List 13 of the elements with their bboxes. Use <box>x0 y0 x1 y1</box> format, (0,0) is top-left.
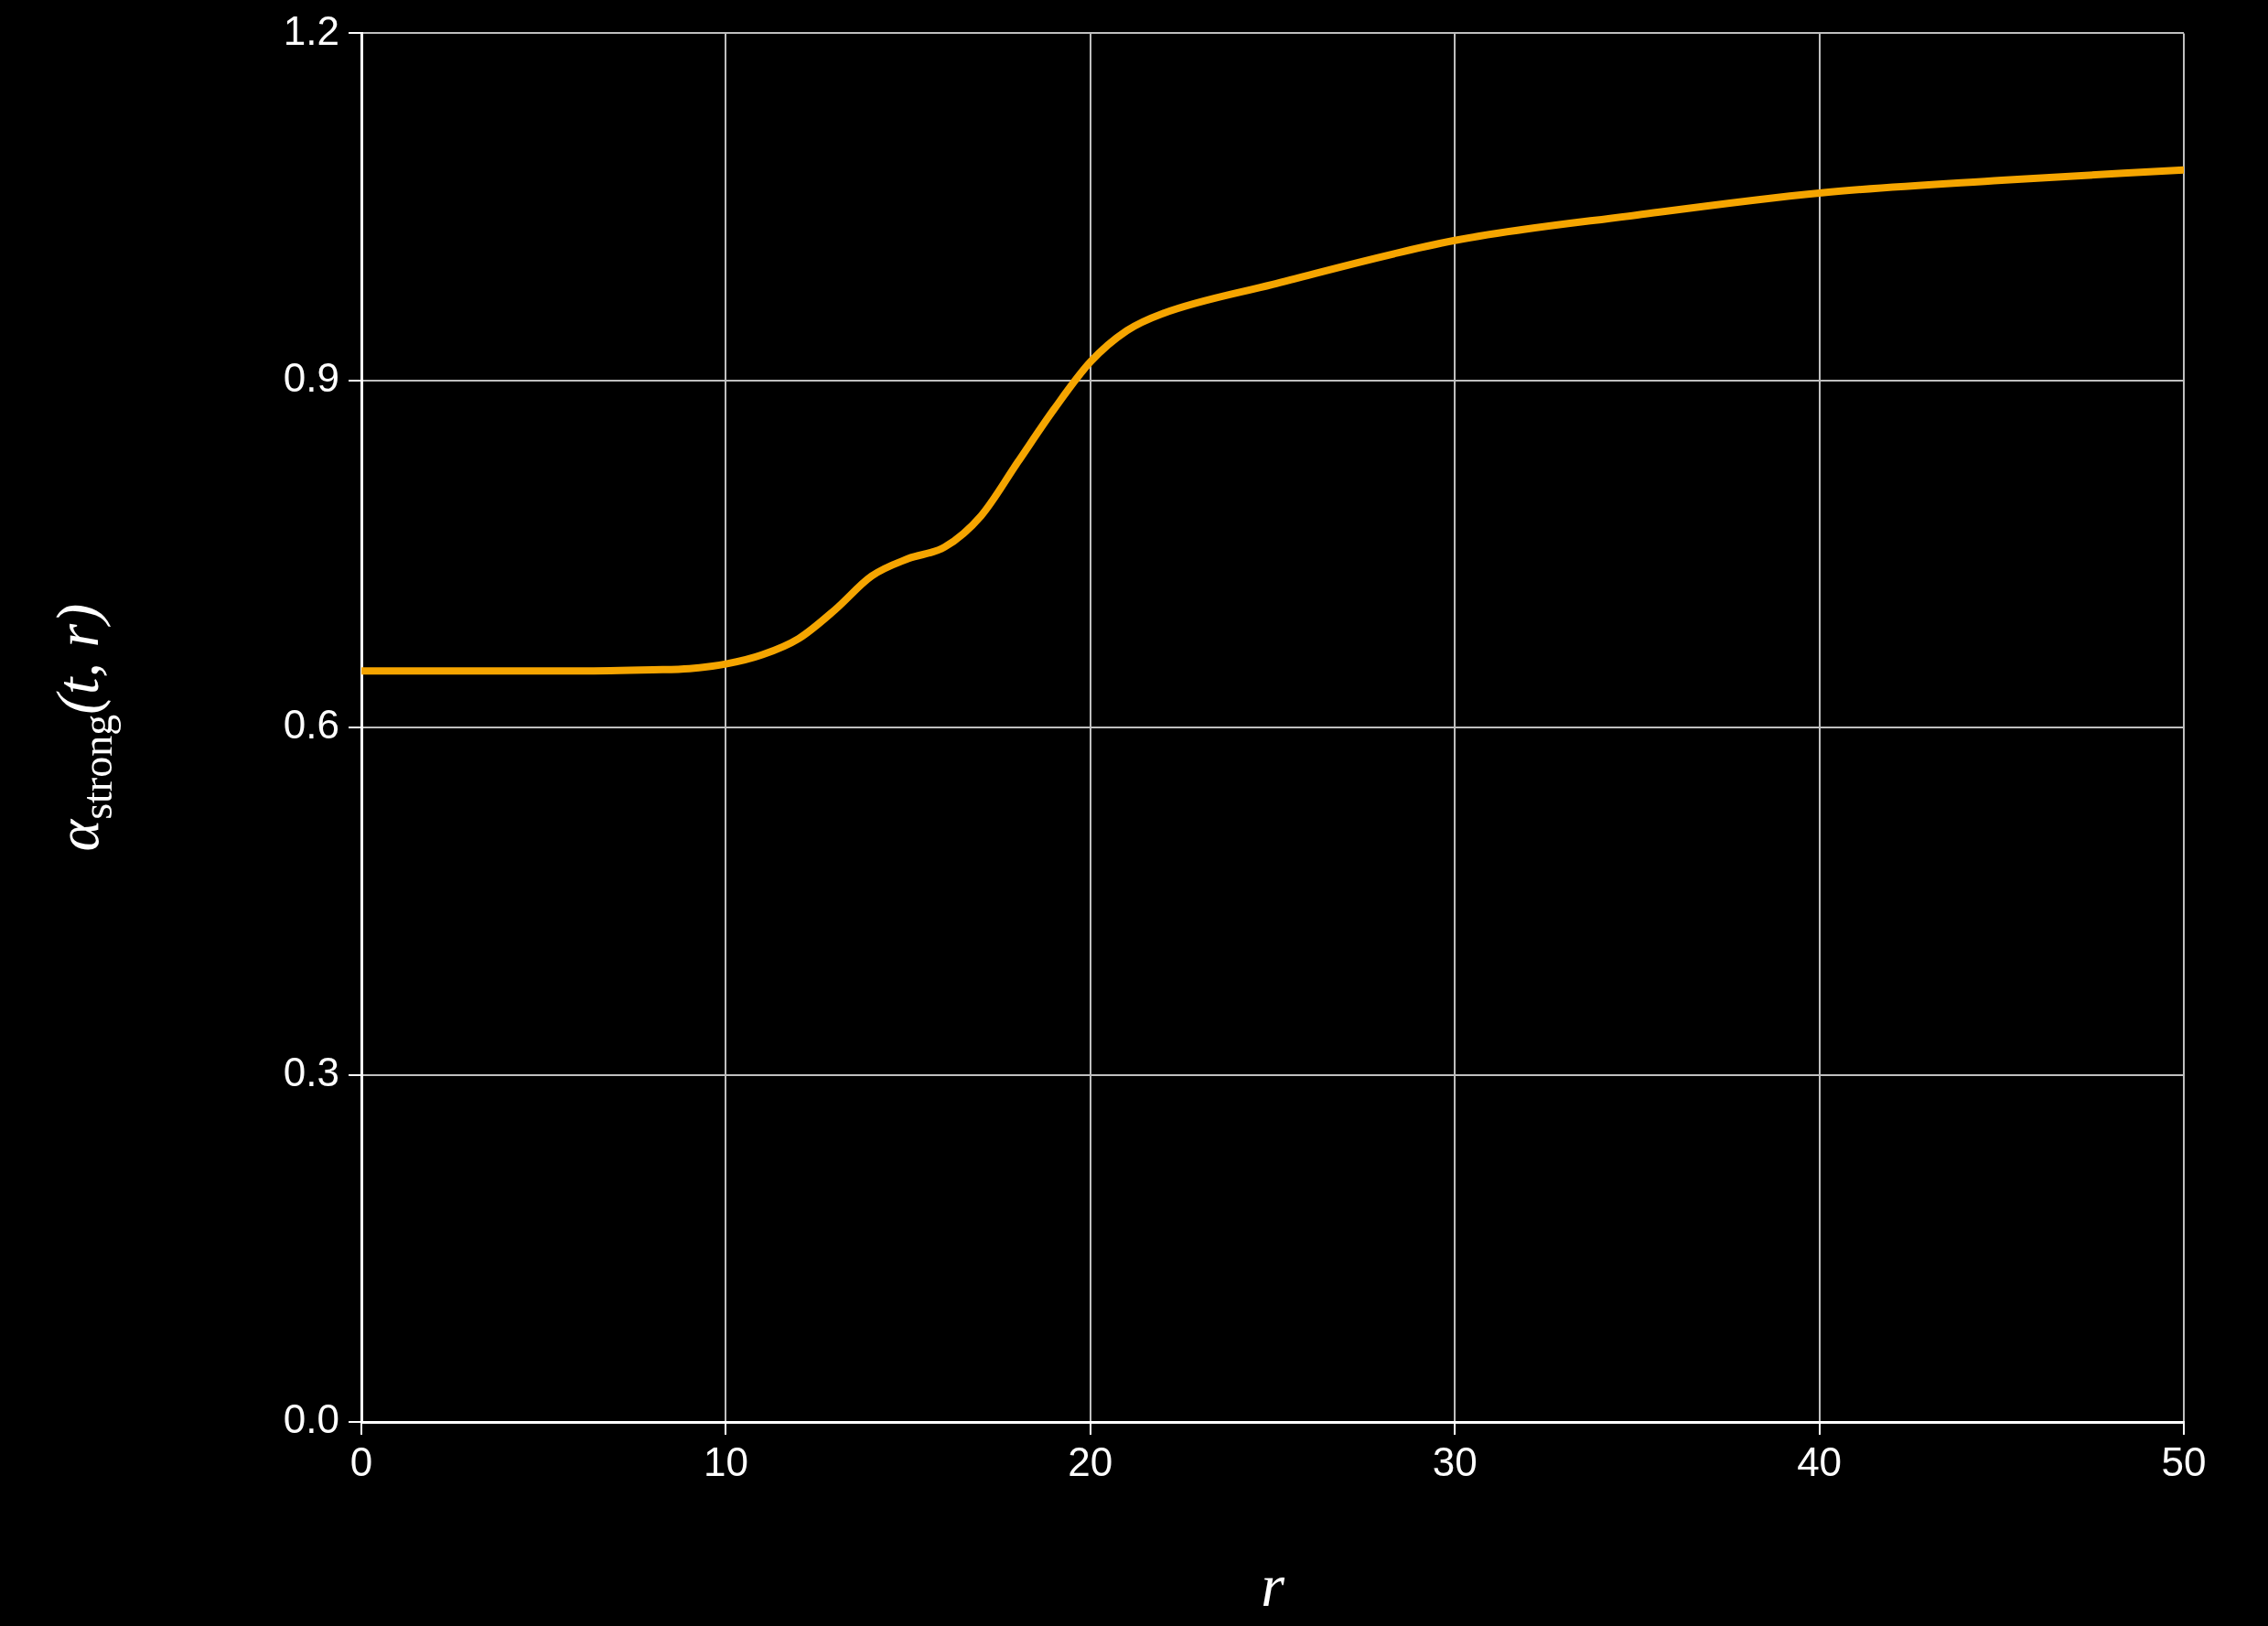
y-tick-label: 0.9 <box>283 354 339 400</box>
y-tick-label: 0.3 <box>283 1049 339 1094</box>
y-tick-label: 1.2 <box>283 7 339 53</box>
x-axis-title: r <box>1261 1552 1285 1620</box>
x-tick-label: 20 <box>1068 1438 1113 1484</box>
x-tick-label: 0 <box>349 1438 373 1484</box>
x-tick-label: 30 <box>1432 1438 1478 1484</box>
y-tick-label: 0.0 <box>283 1396 339 1442</box>
y-axis-title: αstrong(t, r) <box>44 603 121 852</box>
x-tick-label: 50 <box>2161 1438 2207 1484</box>
x-tick-label: 10 <box>703 1438 748 1484</box>
x-tick-label: 40 <box>1797 1438 1843 1484</box>
y-tick-label: 0.6 <box>283 702 339 748</box>
